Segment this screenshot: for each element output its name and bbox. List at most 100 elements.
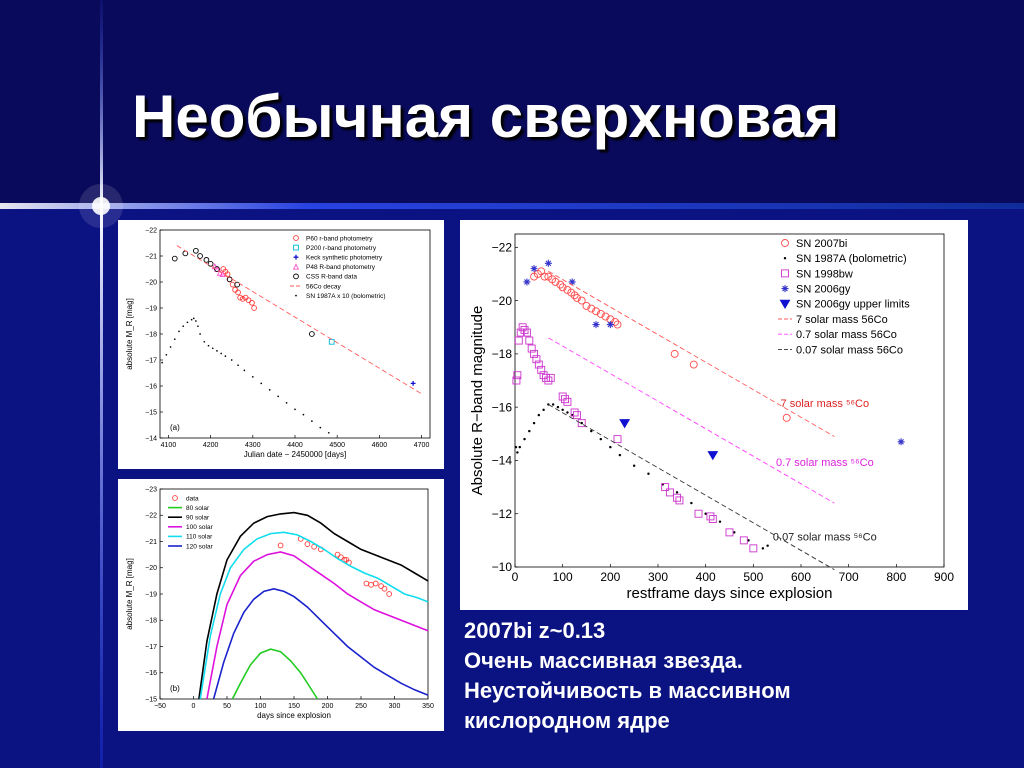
line-annotation: 0.07 solar mass ⁵⁶Co [773, 531, 877, 543]
legend-entry: Keck synthetic photometry [306, 254, 383, 261]
data-point [516, 451, 519, 454]
data-point [251, 305, 257, 311]
data-point [632, 464, 636, 467]
data-point [203, 340, 206, 343]
x-tick-label: 200 [600, 570, 620, 584]
x-tick-label: 4500 [329, 442, 345, 449]
x-tick-label: 100 [255, 703, 267, 710]
data-point [665, 488, 674, 497]
data-point [582, 301, 591, 310]
data-point [245, 297, 252, 304]
series-line [198, 511, 429, 700]
data-point [527, 344, 536, 353]
y-tick-label: −19 [145, 591, 157, 598]
data-point [386, 591, 392, 597]
y-tick-label: −16 [145, 670, 157, 677]
data-point [268, 389, 271, 391]
data-point [532, 421, 536, 425]
x-tick-label: 0 [512, 570, 519, 584]
data-point [558, 392, 567, 401]
legend-entry: data [186, 495, 199, 502]
data-point [590, 429, 593, 433]
data-point [619, 419, 631, 429]
data-point [173, 338, 176, 341]
data-point [689, 360, 698, 369]
data-point [410, 381, 416, 386]
data-point [675, 496, 684, 505]
legend-marker [783, 256, 787, 260]
y-tick-label: −22 [145, 513, 157, 520]
x-tick-label: 0 [192, 703, 196, 710]
legend-marker [781, 269, 789, 278]
x-tick-label: 300 [389, 703, 401, 710]
data-point [513, 371, 522, 380]
data-point [216, 350, 218, 352]
legend-entry: CSS R-band data [306, 274, 357, 281]
data-point [561, 408, 564, 412]
data-point [372, 580, 379, 587]
x-tick-label: 150 [288, 703, 300, 710]
legend-marker [781, 285, 789, 293]
y-tick-label: −19 [145, 305, 157, 312]
data-point [309, 331, 315, 337]
data-point [573, 411, 581, 420]
data-point [230, 359, 233, 361]
data-point [580, 421, 583, 425]
data-point [690, 501, 693, 505]
data-point [706, 512, 715, 521]
data-point [363, 580, 370, 587]
legend-entry: SN 2006gy [796, 283, 851, 295]
x-tick-label: 4700 [414, 442, 430, 449]
x-axis-label: restframe days since explosion [627, 585, 833, 602]
y-tick-label: −20 [145, 279, 157, 286]
data-point [197, 253, 203, 259]
caption-line: Очень массивная звезда. [464, 648, 743, 673]
data-point [530, 265, 538, 273]
data-point [220, 266, 227, 272]
legend-marker [295, 294, 297, 297]
data-point [522, 328, 531, 337]
chart-main-svg: 0 100 200 300 400 500 600 700 800 900 −22 −20 −18 −16… [469, 233, 954, 602]
data-point [304, 541, 311, 547]
data-point [514, 445, 518, 449]
y-tick-label: −17 [145, 644, 157, 651]
line-annotation: 7 solar mass ⁵⁶Co [781, 398, 870, 410]
legend-entry: P48 R-band photometry [306, 264, 376, 271]
x-axis-label: days since explosion [257, 711, 331, 720]
data-point [197, 325, 199, 328]
panel-label: (a) [170, 423, 180, 432]
x-tick-label: 50 [223, 703, 231, 710]
legend-entry: 0.07 solar mass 56Co [796, 344, 903, 356]
data-point [190, 318, 193, 321]
data-point [193, 247, 199, 254]
data-point [558, 283, 567, 292]
y-tick-label: −18 [145, 331, 157, 338]
data-point [165, 353, 168, 356]
legend-marker [293, 235, 299, 241]
data-point [171, 255, 178, 262]
data-point [381, 585, 388, 592]
data-point [234, 281, 241, 288]
chart-panel-b: −50 0 50 100 150 200 250 300 350 −23 −22 −21 −20 −19 −… [118, 479, 444, 731]
y-tick-label: −22 [145, 227, 157, 234]
data-point [214, 266, 220, 272]
legend-entry: 90 solar [186, 514, 210, 521]
data-point [708, 515, 717, 523]
y-tick-label: −17 [145, 357, 157, 364]
x-tick-label: 350 [422, 703, 434, 710]
data-point [596, 309, 605, 318]
y-axis-label: Absolute R−band magnitude [469, 306, 486, 496]
legend-marker [172, 495, 178, 501]
data-point [512, 376, 521, 385]
y-tick-label: −20 [145, 565, 157, 572]
x-tick-label: 900 [934, 570, 954, 584]
series-line [548, 270, 835, 437]
legend-entry: 0.7 solar mass 56Co [796, 329, 897, 341]
data-point [542, 408, 545, 412]
data-point [551, 403, 555, 406]
chart-panel-main: 0 100 200 300 400 500 600 700 800 900 −22 −20 −18 −16… [460, 220, 968, 610]
data-point [319, 426, 322, 429]
data-point [613, 435, 622, 444]
data-point [334, 551, 341, 558]
data-point [235, 289, 241, 296]
